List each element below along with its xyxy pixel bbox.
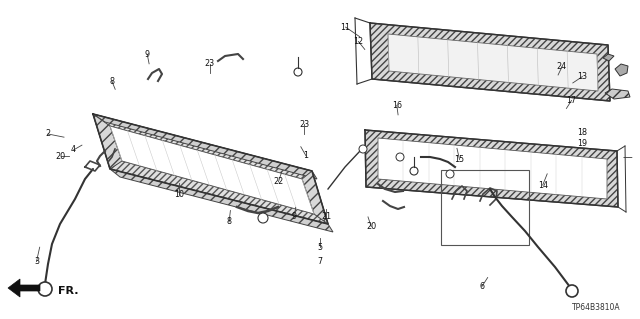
Text: 16: 16 [392, 101, 402, 110]
Text: 21: 21 [321, 212, 332, 221]
Text: 12: 12 [353, 37, 364, 46]
Text: 6: 6 [479, 282, 484, 291]
Text: 8: 8 [227, 217, 232, 226]
Bar [441, 170, 529, 245]
Text: 14: 14 [538, 181, 548, 189]
Text: TP64B3810A: TP64B3810A [572, 302, 620, 311]
Polygon shape [370, 23, 610, 101]
Circle shape [38, 282, 52, 296]
Circle shape [396, 153, 404, 161]
Text: 8: 8 [109, 77, 115, 86]
Text: 11: 11 [340, 23, 351, 32]
Text: 5: 5 [317, 243, 323, 252]
Polygon shape [302, 171, 328, 224]
Text: 13: 13 [577, 72, 588, 81]
Polygon shape [93, 114, 328, 224]
Text: 18: 18 [577, 128, 588, 137]
Circle shape [410, 167, 418, 175]
Text: 2: 2 [45, 130, 51, 138]
Polygon shape [615, 64, 628, 76]
Text: 17: 17 [566, 96, 577, 105]
Text: 10: 10 [174, 190, 184, 199]
Text: 4: 4 [71, 145, 76, 154]
Polygon shape [110, 126, 314, 214]
Polygon shape [365, 130, 618, 207]
Text: 22: 22 [273, 177, 284, 186]
Text: FR.: FR. [58, 286, 79, 296]
Circle shape [294, 68, 302, 76]
Polygon shape [8, 279, 40, 297]
Text: 15: 15 [454, 155, 465, 164]
Text: 20: 20 [56, 152, 66, 161]
Text: 9: 9 [292, 212, 297, 221]
Circle shape [258, 213, 268, 223]
Polygon shape [93, 114, 122, 169]
Polygon shape [603, 54, 614, 61]
Polygon shape [110, 126, 314, 214]
Text: 19: 19 [577, 139, 588, 148]
Text: 23: 23 [299, 120, 309, 129]
Text: 3: 3 [34, 257, 39, 266]
Circle shape [359, 145, 367, 153]
Polygon shape [388, 34, 598, 91]
Text: 1: 1 [303, 151, 308, 160]
Text: 23: 23 [205, 59, 215, 68]
Circle shape [446, 170, 454, 178]
Text: 9: 9 [145, 50, 150, 59]
Text: 20: 20 [366, 222, 376, 231]
Polygon shape [110, 169, 333, 232]
Text: 7: 7 [317, 257, 323, 266]
Polygon shape [93, 114, 317, 179]
Text: —: — [622, 152, 632, 162]
Circle shape [566, 285, 578, 297]
Polygon shape [605, 89, 630, 99]
Text: 24: 24 [557, 63, 567, 71]
Polygon shape [378, 138, 607, 199]
